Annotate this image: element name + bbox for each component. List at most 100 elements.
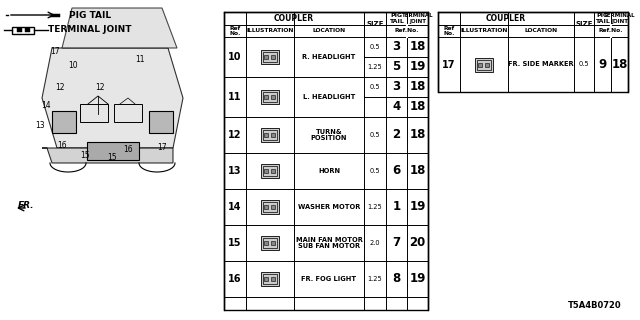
Text: 16: 16 <box>57 140 67 149</box>
Text: HORN: HORN <box>318 168 340 174</box>
Text: 17: 17 <box>157 143 167 153</box>
Text: 17: 17 <box>442 60 456 69</box>
Text: TURN&
POSITION: TURN& POSITION <box>311 129 348 141</box>
Text: 19: 19 <box>410 60 426 74</box>
Bar <box>264 169 268 173</box>
Bar <box>263 130 277 140</box>
Text: 18: 18 <box>410 81 426 93</box>
Text: 13: 13 <box>35 121 45 130</box>
Text: 18: 18 <box>410 100 426 114</box>
Text: 0.5: 0.5 <box>370 44 380 50</box>
Text: SIZE: SIZE <box>575 21 593 28</box>
Bar <box>264 205 268 209</box>
Text: L. HEADLIGHT: L. HEADLIGHT <box>303 94 355 100</box>
Text: 10: 10 <box>228 52 242 62</box>
Bar <box>261 164 279 178</box>
Text: SIZE: SIZE <box>366 21 384 28</box>
Text: R. HEADLIGHT: R. HEADLIGHT <box>302 54 356 60</box>
Bar <box>12 27 34 34</box>
Text: 12: 12 <box>55 84 65 92</box>
Text: 1.25: 1.25 <box>367 64 382 70</box>
Bar <box>263 166 277 176</box>
Bar <box>271 95 275 99</box>
Bar <box>271 205 275 209</box>
Bar <box>52 111 76 133</box>
Text: 5: 5 <box>392 60 401 74</box>
Text: 14: 14 <box>41 100 51 109</box>
Bar <box>149 111 173 133</box>
Text: 1.25: 1.25 <box>367 204 382 210</box>
Bar <box>264 133 268 137</box>
Bar <box>271 133 275 137</box>
Bar <box>261 200 279 214</box>
Text: 3: 3 <box>392 81 401 93</box>
Text: 12: 12 <box>95 84 105 92</box>
Text: 15: 15 <box>107 153 117 162</box>
Bar <box>87 142 139 160</box>
Text: TERMINAL
JOINT: TERMINAL JOINT <box>402 13 433 24</box>
Text: 11: 11 <box>135 55 145 65</box>
Text: 0.5: 0.5 <box>579 61 589 68</box>
Text: Ref.No.: Ref.No. <box>598 28 623 34</box>
Bar <box>271 241 275 245</box>
Text: 9: 9 <box>598 58 607 71</box>
Text: MAIN FAN MOTOR
SUB FAN MOTOR: MAIN FAN MOTOR SUB FAN MOTOR <box>296 236 362 250</box>
Text: COUPLER: COUPLER <box>486 14 526 23</box>
Text: 7: 7 <box>392 236 401 250</box>
Bar <box>485 62 489 67</box>
Bar <box>17 28 22 32</box>
Text: 2.0: 2.0 <box>370 240 380 246</box>
Text: 8: 8 <box>392 273 401 285</box>
Text: 16: 16 <box>228 274 242 284</box>
Bar <box>25 28 30 32</box>
Text: 11: 11 <box>228 92 242 102</box>
Text: Ref.No.: Ref.No. <box>395 28 419 34</box>
Bar <box>478 62 482 67</box>
Bar <box>263 202 277 212</box>
Text: 18: 18 <box>611 58 628 71</box>
Text: 6: 6 <box>392 164 401 178</box>
Text: T5A4B0720: T5A4B0720 <box>568 301 622 310</box>
Text: 0.5: 0.5 <box>370 132 380 138</box>
Text: 14: 14 <box>228 202 242 212</box>
Text: LOCATION: LOCATION <box>312 28 346 34</box>
Text: 10: 10 <box>68 60 78 69</box>
Text: 4: 4 <box>392 100 401 114</box>
Bar <box>475 58 493 71</box>
Text: TERMINAL JOINT: TERMINAL JOINT <box>48 26 132 35</box>
Bar <box>264 55 268 59</box>
Text: 15: 15 <box>228 238 242 248</box>
Text: 0.5: 0.5 <box>370 84 380 90</box>
Text: PIG
TAIL: PIG TAIL <box>595 13 610 24</box>
Text: FR.: FR. <box>18 201 35 210</box>
Text: 18: 18 <box>410 164 426 178</box>
Bar <box>261 50 279 64</box>
Text: 19: 19 <box>410 273 426 285</box>
Text: 3: 3 <box>392 41 401 53</box>
Text: 17: 17 <box>50 47 60 57</box>
Text: FR. SIDE MARKER: FR. SIDE MARKER <box>508 61 574 68</box>
Bar <box>477 60 491 69</box>
Text: 18: 18 <box>410 41 426 53</box>
Bar <box>114 104 142 122</box>
Text: LOCATION: LOCATION <box>524 28 557 34</box>
Text: COUPLER: COUPLER <box>274 14 314 23</box>
Bar <box>80 104 108 122</box>
Bar <box>271 55 275 59</box>
Bar <box>261 90 279 104</box>
Bar <box>261 236 279 250</box>
Text: 16: 16 <box>123 146 133 155</box>
Polygon shape <box>42 48 183 148</box>
Polygon shape <box>62 8 177 48</box>
Bar <box>271 169 275 173</box>
Text: 0.5: 0.5 <box>370 168 380 174</box>
Text: 20: 20 <box>410 236 426 250</box>
Bar <box>261 128 279 142</box>
Text: 13: 13 <box>228 166 242 176</box>
Bar <box>224 12 428 310</box>
Polygon shape <box>42 148 173 163</box>
Text: 1.25: 1.25 <box>367 276 382 282</box>
Bar <box>263 92 277 102</box>
Text: WASHER MOTOR: WASHER MOTOR <box>298 204 360 210</box>
Text: 2: 2 <box>392 129 401 141</box>
